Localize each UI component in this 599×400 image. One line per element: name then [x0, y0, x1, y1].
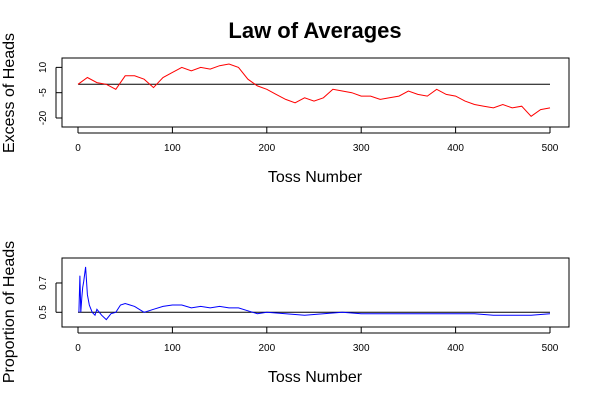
y-axis: 10 -5 -20 [38, 61, 62, 125]
y-tick-label: 10 [38, 61, 49, 73]
x-tick-label: 400 [447, 143, 464, 154]
series-line [78, 266, 551, 321]
y-tick-label: -20 [38, 110, 49, 125]
x-tick-label: 200 [258, 343, 275, 354]
plot-frame [61, 257, 570, 328]
x-axis-title: Toss Number [268, 169, 363, 186]
x-axis-title: Toss Number [268, 369, 363, 386]
y-axis-title: Excess of Heads [1, 33, 18, 153]
excess-of-heads-panel: 0 100 200 300 400 500 10 -5 -20 Toss Number Exc… [1, 33, 570, 186]
x-tick-label: 500 [542, 143, 559, 154]
y-tick-label: 0.5 [38, 305, 49, 319]
x-tick-label: 400 [447, 343, 464, 354]
x-tick-label: 200 [258, 143, 275, 154]
series-line [77, 63, 551, 117]
x-tick-label: 0 [75, 143, 81, 154]
y-axis: 0.5 0.7 [38, 276, 62, 319]
x-tick-label: 500 [542, 343, 559, 354]
x-tick-label: 100 [164, 143, 181, 154]
x-tick-label: 300 [353, 343, 370, 354]
x-axis: 0 100 200 300 400 500 [75, 127, 559, 154]
x-tick-label: 100 [164, 343, 181, 354]
x-tick-label: 0 [75, 343, 81, 354]
proportion-of-heads-panel: 0 100 200 300 400 500 0.5 0.7 Toss Number Prop… [1, 241, 570, 386]
x-axis: 0 100 200 300 400 500 [75, 327, 559, 354]
x-tick-label: 300 [353, 143, 370, 154]
y-axis-title: Proportion of Heads [1, 241, 18, 383]
y-tick-label: 0.7 [38, 276, 49, 290]
y-tick-label: -5 [38, 88, 49, 97]
chart-title: Law of Averages [228, 18, 401, 43]
plot-frame [61, 57, 570, 128]
